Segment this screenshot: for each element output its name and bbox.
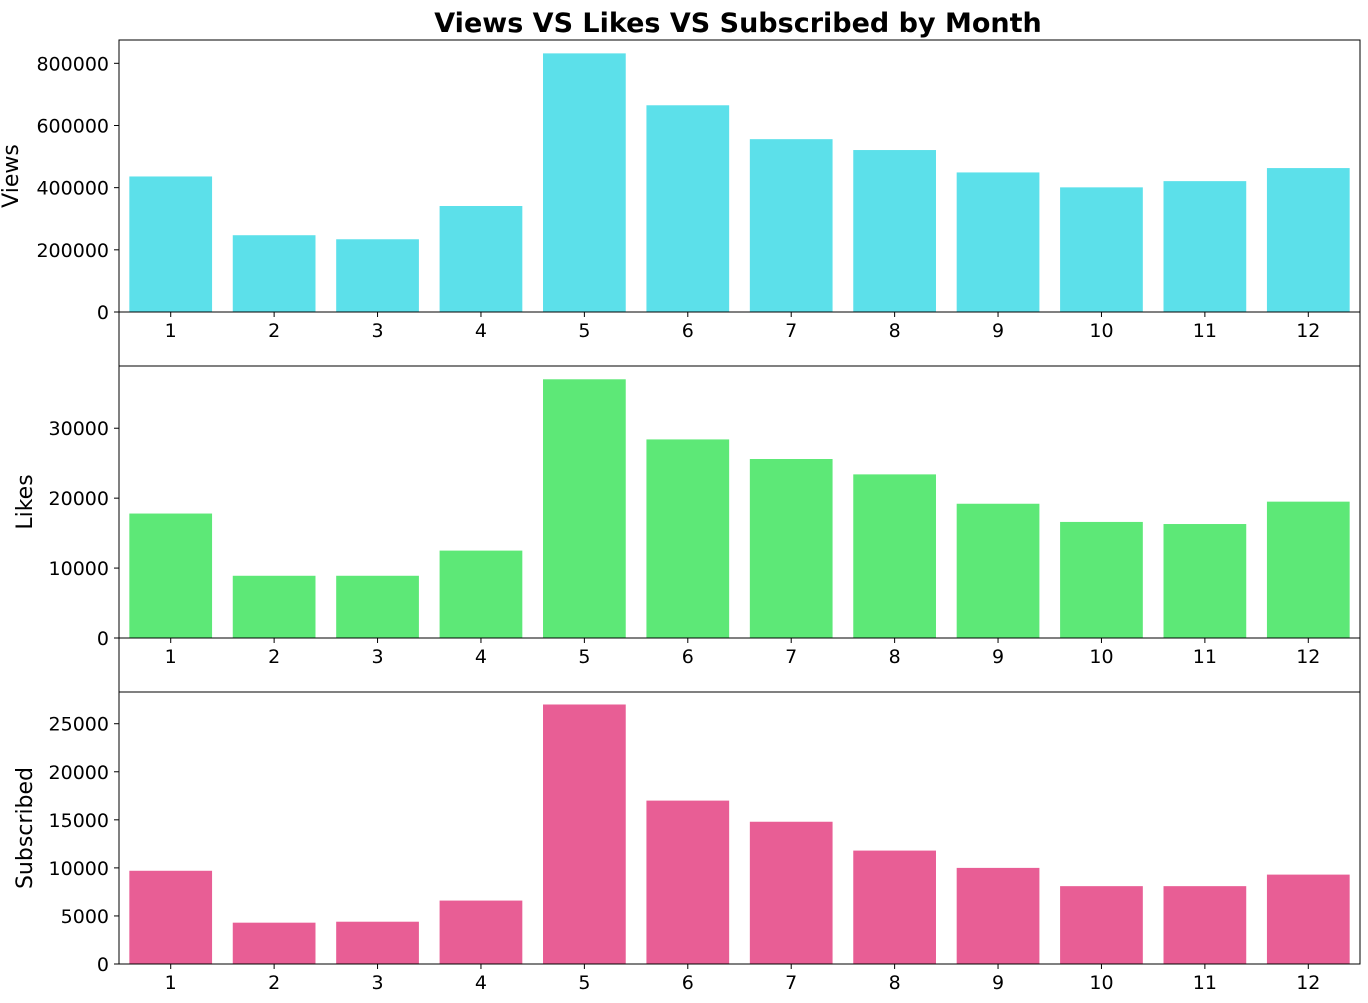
- panels: 1 2 3 4 5 6 7 8 9 10 11 120200000400000600000800000…: [0, 39, 1361, 994]
- bar-views-8: [853, 150, 936, 312]
- y-tick-label: 5000: [61, 906, 109, 928]
- x-tick-label: 8: [889, 646, 901, 668]
- bar-subscribed-5: [543, 704, 626, 964]
- bar-subscribed-11: [1163, 886, 1247, 964]
- x-tick-label: 4: [475, 972, 487, 994]
- chart-title: Views VS Likes VS Subscribed by Month: [434, 8, 1041, 39]
- x-tick-label: 1: [165, 320, 177, 342]
- bar-views-9: [956, 172, 1040, 312]
- panel-views: 1 2 3 4 5 6 7 8 9 10 11 120200000400000600000800000…: [0, 39, 1361, 367]
- bar-likes-8: [853, 474, 936, 638]
- bar-views-6: [646, 105, 730, 312]
- x-tick-label: 1: [165, 972, 177, 994]
- bar-likes-11: [1163, 524, 1247, 638]
- x-tick-label: 9: [992, 646, 1004, 668]
- y-tick-label: 25000: [49, 714, 109, 736]
- x-tick-label: 6: [682, 972, 694, 994]
- bar-views-3: [336, 239, 419, 312]
- bar-likes-4: [439, 550, 523, 638]
- bar-likes-6: [646, 439, 730, 638]
- x-tick-label: 4: [475, 646, 487, 668]
- bar-likes-2: [232, 575, 316, 638]
- x-tick-label: 11: [1193, 646, 1217, 668]
- x-tick-label: 7: [785, 972, 797, 994]
- y-tick-label: 200000: [36, 240, 109, 262]
- bar-views-1: [129, 176, 213, 312]
- x-tick-label: 3: [371, 646, 383, 668]
- bar-views-4: [439, 206, 523, 312]
- x-tick-label: 5: [578, 646, 590, 668]
- bar-likes-12: [1266, 501, 1350, 638]
- bar-likes-7: [749, 459, 833, 638]
- x-tick-label: 11: [1193, 320, 1217, 342]
- bar-views-11: [1163, 181, 1247, 312]
- bar-subscribed-7: [749, 821, 833, 964]
- x-tick-label: 2: [268, 320, 280, 342]
- x-tick-label: 5: [578, 972, 590, 994]
- panel-subscribed: 1 2 3 4 5 6 7 8 9 10 11 120500010000150002000025000…: [13, 691, 1361, 994]
- y-tick-label: 0: [97, 628, 109, 650]
- x-tick-label: 1: [165, 646, 177, 668]
- y-tick-label: 400000: [36, 178, 109, 200]
- y-tick-label: 20000: [49, 488, 109, 510]
- x-tick-label: 4: [475, 320, 487, 342]
- bar-likes-1: [129, 513, 213, 638]
- y-tick-label: 10000: [49, 858, 109, 880]
- x-tick-label: 9: [992, 320, 1004, 342]
- bar-likes-3: [336, 575, 419, 638]
- bar-subscribed-1: [129, 870, 213, 964]
- y-tick-label: 0: [97, 954, 109, 976]
- bar-subscribed-3: [336, 921, 419, 964]
- x-tick-label: 6: [682, 320, 694, 342]
- y-tick-label: 0: [97, 302, 109, 324]
- y-axis-label: Views: [0, 144, 24, 208]
- bar-views-7: [749, 139, 833, 312]
- bar-views-5: [543, 53, 626, 313]
- x-tick-label: 10: [1089, 320, 1113, 342]
- bar-likes-9: [956, 503, 1040, 638]
- x-tick-label: 12: [1296, 320, 1320, 342]
- bar-subscribed-6: [646, 800, 730, 964]
- x-tick-label: 12: [1296, 646, 1320, 668]
- bar-subscribed-9: [956, 867, 1040, 964]
- y-axis-label: Subscribed: [13, 767, 38, 889]
- x-tick-label: 6: [682, 646, 694, 668]
- x-tick-label: 2: [268, 646, 280, 668]
- x-tick-label: 12: [1296, 972, 1320, 994]
- bar-subscribed-8: [853, 850, 936, 964]
- y-tick-label: 30000: [49, 418, 109, 440]
- x-tick-label: 7: [785, 646, 797, 668]
- x-tick-label: 2: [268, 972, 280, 994]
- y-tick-label: 10000: [49, 558, 109, 580]
- y-tick-label: 20000: [49, 762, 109, 784]
- bar-likes-10: [1060, 521, 1143, 638]
- bar-views-2: [232, 235, 316, 312]
- bar-likes-5: [543, 379, 626, 638]
- x-tick-label: 7: [785, 320, 797, 342]
- x-tick-label: 8: [889, 972, 901, 994]
- x-tick-label: 3: [371, 972, 383, 994]
- x-tick-label: 3: [371, 320, 383, 342]
- bar-subscribed-2: [232, 922, 316, 964]
- y-axis-label: Likes: [13, 474, 38, 529]
- x-tick-label: 8: [889, 320, 901, 342]
- bar-views-10: [1060, 187, 1143, 312]
- x-tick-label: 9: [992, 972, 1004, 994]
- x-tick-label: 11: [1193, 972, 1217, 994]
- bar-subscribed-4: [439, 900, 523, 964]
- bar-subscribed-10: [1060, 886, 1143, 964]
- x-tick-label: 10: [1089, 972, 1113, 994]
- bar-views-12: [1266, 168, 1350, 312]
- y-tick-label: 15000: [49, 810, 109, 832]
- bar-subscribed-12: [1266, 874, 1350, 964]
- y-tick-label: 600000: [36, 115, 109, 137]
- x-tick-label: 10: [1089, 646, 1113, 668]
- y-tick-label: 800000: [36, 53, 109, 75]
- x-tick-label: 5: [578, 320, 590, 342]
